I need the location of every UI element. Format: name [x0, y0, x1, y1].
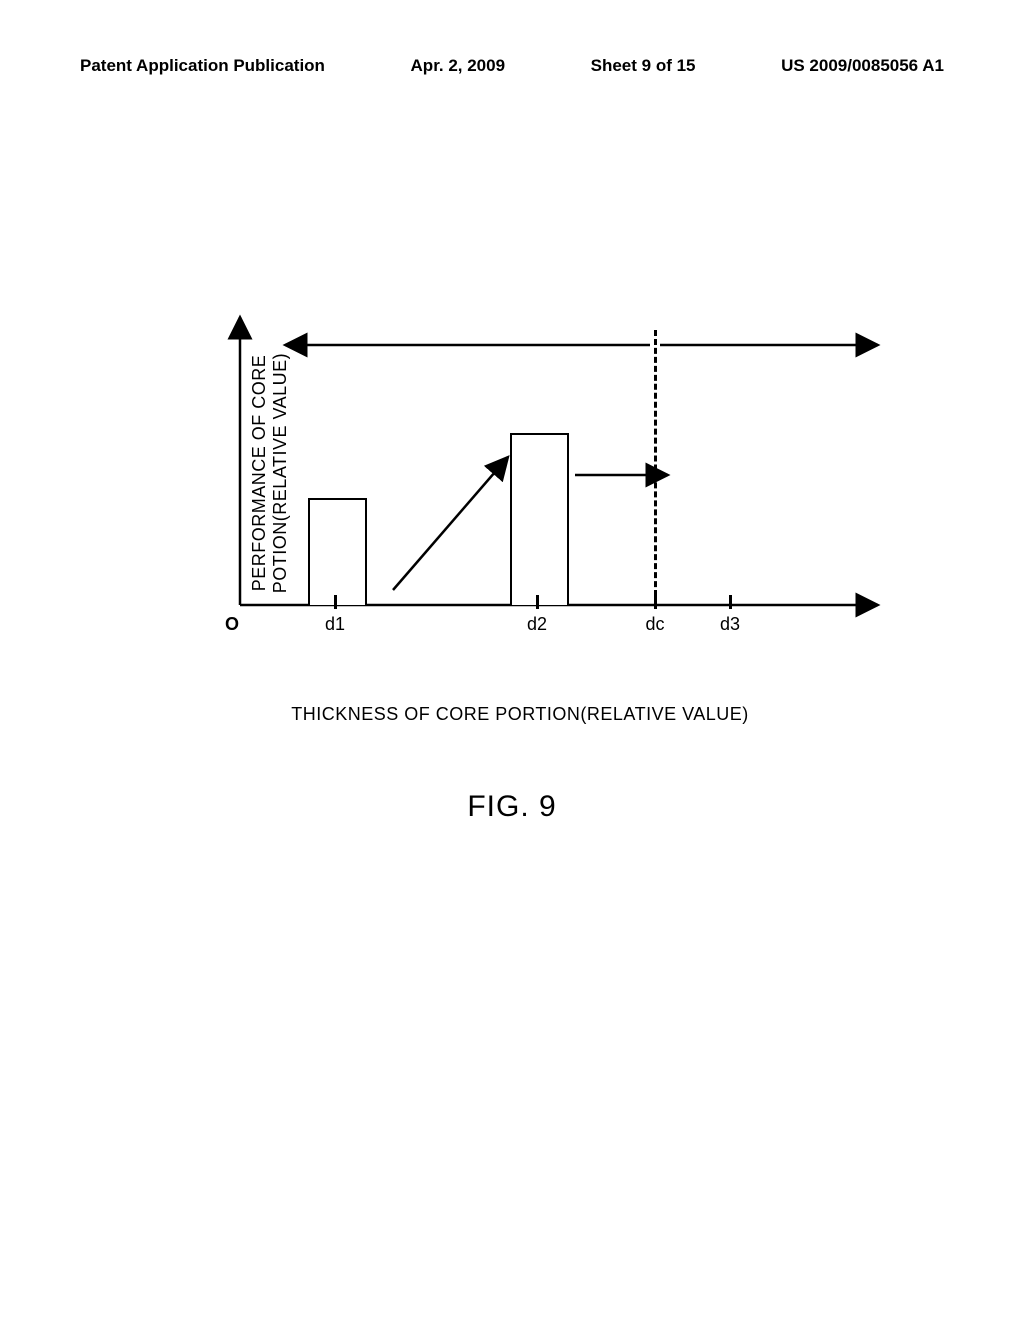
tick-d2 — [536, 595, 539, 609]
diagonal-arrow — [393, 457, 508, 590]
origin-label: O — [225, 614, 239, 635]
tick-label-dc: dc — [645, 614, 664, 635]
sheet-number: Sheet 9 of 15 — [591, 56, 696, 76]
bar-d2 — [510, 433, 569, 605]
x-axis-label: THICKNESS OF CORE PORTION(RELATIVE VALUE… — [291, 704, 749, 725]
chart-container: PERFORMANCE OF COREPOTION(RELATIVE VALUE… — [160, 315, 880, 665]
plot-area: O d1 d2 dc d3 — [240, 315, 880, 605]
tick-dc — [654, 595, 657, 609]
tick-d1 — [334, 595, 337, 609]
tick-label-d2: d2 — [527, 614, 547, 635]
bar-d1 — [308, 498, 367, 605]
figure-label: FIG. 9 — [467, 790, 556, 824]
publication-type: Patent Application Publication — [80, 56, 325, 76]
tick-label-d3: d3 — [720, 614, 740, 635]
tick-d3 — [729, 595, 732, 609]
publication-date: Apr. 2, 2009 — [411, 56, 506, 76]
tick-label-d1: d1 — [325, 614, 345, 635]
publication-number: US 2009/0085056 A1 — [781, 56, 944, 76]
dashed-threshold-line — [654, 330, 657, 605]
page-header: Patent Application Publication Apr. 2, 2… — [0, 56, 1024, 76]
